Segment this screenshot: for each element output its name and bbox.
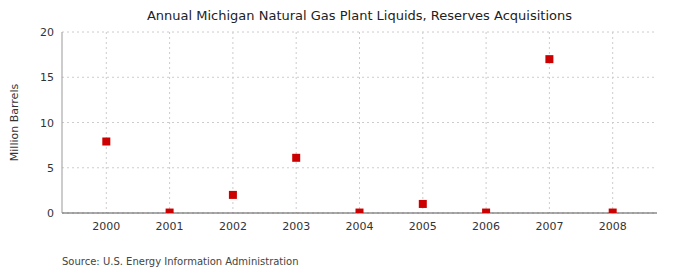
x-grid-line — [296, 32, 297, 213]
chart-container: 0 5 10 15 20 2000 2001 2002 2003 2004 2005 2006 2007… — [0, 0, 675, 275]
x-tick-label: 2000 — [92, 220, 120, 233]
point — [166, 209, 174, 213]
chart-svg: 0 5 10 15 20 2000 2001 2002 2003 2004 2005 2006 2007… — [0, 0, 675, 275]
y-tick-label: 20 — [40, 26, 54, 39]
x-tick-label: 2004 — [346, 220, 374, 233]
point — [356, 209, 364, 213]
point — [102, 138, 110, 146]
point — [482, 209, 490, 213]
x-tick-label: 2003 — [282, 220, 310, 233]
y-axis-line — [62, 32, 63, 213]
title: Annual Michigan Natural Gas Plant Liquid… — [147, 8, 572, 23]
x-tick-label: 2005 — [409, 220, 437, 233]
point — [609, 209, 617, 213]
source-note: Source: U.S. Energy Information Administ… — [62, 256, 299, 267]
x-tick-label: 2002 — [219, 220, 247, 233]
x-grid-line — [106, 32, 107, 213]
x-grid-line — [169, 32, 170, 213]
point — [545, 55, 553, 63]
y-tick-label: 10 — [40, 117, 54, 130]
x-tick-label: 2001 — [156, 220, 184, 233]
point — [292, 154, 300, 162]
x-tick-label: 2006 — [472, 220, 500, 233]
y-tick-label: 0 — [47, 207, 54, 220]
y-axis-label: Million Barrels — [8, 84, 21, 162]
x-grid-line — [232, 32, 233, 213]
points — [102, 55, 616, 213]
y-tick-label: 5 — [47, 162, 54, 175]
plot-area — [62, 32, 657, 213]
x-grid-line — [612, 32, 613, 213]
x-tick-label: 2007 — [535, 220, 563, 233]
grid — [62, 32, 657, 213]
x-grid-line — [486, 32, 487, 213]
x-grid-line — [422, 32, 423, 213]
x-tick-label: 2008 — [599, 220, 627, 233]
point — [229, 191, 237, 199]
point — [419, 200, 427, 208]
y-tick-label: 15 — [40, 71, 54, 84]
x-grid-line — [359, 32, 360, 213]
